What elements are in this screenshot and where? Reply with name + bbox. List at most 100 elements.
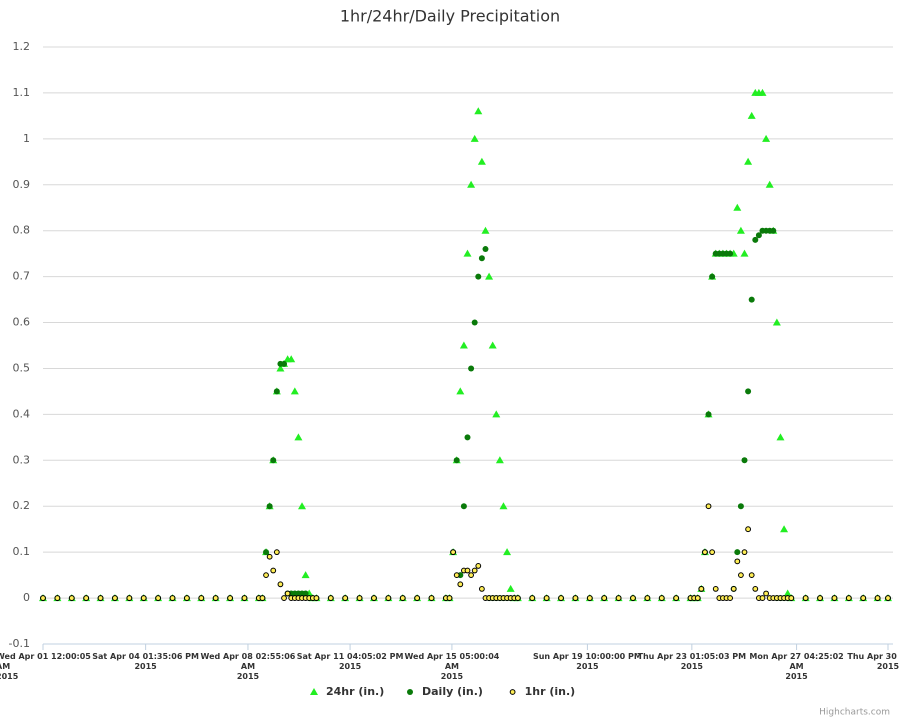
y-tick-label: 0.2 [13, 499, 31, 512]
point [464, 567, 471, 574]
y-tick-label: 0.7 [13, 270, 31, 283]
point [270, 567, 277, 574]
point [371, 595, 377, 601]
y-tick-label: -0.1 [9, 637, 30, 650]
point [709, 273, 716, 280]
point [281, 595, 287, 601]
y-tick-label: 0.3 [13, 453, 31, 466]
point [736, 226, 745, 234]
point [467, 180, 476, 188]
series [40, 503, 891, 601]
legend-symbol [407, 689, 413, 695]
point [284, 590, 291, 597]
point [776, 433, 785, 441]
legend-symbol [310, 688, 318, 695]
point [644, 595, 651, 601]
point [313, 595, 320, 601]
point [705, 411, 712, 418]
legend-symbol [509, 689, 516, 695]
point [459, 341, 468, 349]
series [39, 88, 892, 602]
point [529, 595, 536, 601]
point [744, 157, 753, 165]
x-tick-label: Thu Apr 30 08:4... 2015 [847, 652, 900, 671]
point [273, 549, 280, 556]
point [748, 296, 755, 303]
point [727, 595, 734, 601]
point [772, 318, 781, 326]
point [97, 595, 104, 601]
point [485, 272, 494, 280]
point [276, 364, 285, 372]
point [155, 595, 162, 601]
point [270, 457, 277, 464]
point [558, 595, 564, 601]
point [727, 250, 734, 257]
point [780, 525, 789, 533]
legend-item[interactable]: 1hr (in.) [509, 685, 576, 698]
point [414, 595, 421, 601]
point [481, 226, 490, 234]
point [456, 387, 465, 395]
point [747, 111, 756, 119]
point [770, 227, 777, 234]
point [475, 273, 482, 280]
point [658, 595, 665, 601]
point [762, 134, 771, 142]
point [737, 503, 744, 510]
point [733, 203, 742, 211]
point [506, 584, 515, 592]
point [709, 549, 716, 556]
legend-item[interactable]: 24hr (in.) [310, 685, 384, 698]
point [712, 585, 719, 592]
point [457, 581, 464, 588]
point [478, 255, 485, 262]
point [885, 595, 891, 601]
point [845, 595, 852, 601]
point [453, 457, 460, 464]
point [860, 595, 867, 601]
point [765, 180, 774, 188]
point [503, 548, 512, 556]
point [477, 157, 486, 165]
legend-label: 1hr (in.) [525, 685, 576, 698]
point [698, 585, 705, 592]
point [745, 388, 752, 395]
point [54, 595, 61, 601]
point [475, 563, 482, 569]
point [460, 503, 467, 510]
point [287, 355, 296, 363]
legend-item[interactable]: Daily (in.) [407, 685, 483, 698]
credits: Highcharts.com [819, 708, 890, 718]
point [705, 503, 712, 510]
point [471, 567, 478, 574]
point [478, 585, 485, 592]
point [482, 246, 489, 253]
x-tick-label: Thu Apr 23 01:05:03 PM 2015 [637, 652, 747, 671]
legend-label: 24hr (in.) [326, 685, 384, 698]
x-tick-label: Sat Apr 04 01:35:06 PM 2015 [92, 652, 199, 671]
point [694, 595, 701, 601]
point [492, 410, 501, 418]
point [758, 88, 767, 96]
y-tick-label: 1.2 [13, 40, 31, 53]
point [601, 595, 608, 601]
point [140, 595, 147, 601]
y-tick-label: 0.6 [13, 316, 31, 329]
point [499, 502, 508, 510]
point [468, 572, 474, 579]
point [543, 595, 550, 601]
point [471, 319, 478, 326]
point [40, 595, 46, 601]
y-tick-label: 1.1 [13, 86, 31, 99]
y-tick-label: 0 [23, 591, 30, 604]
point [615, 595, 622, 601]
point [748, 572, 755, 579]
point [290, 387, 299, 395]
point [752, 585, 759, 592]
point [463, 249, 472, 257]
point [702, 549, 708, 556]
point [356, 595, 363, 601]
point [741, 457, 748, 464]
